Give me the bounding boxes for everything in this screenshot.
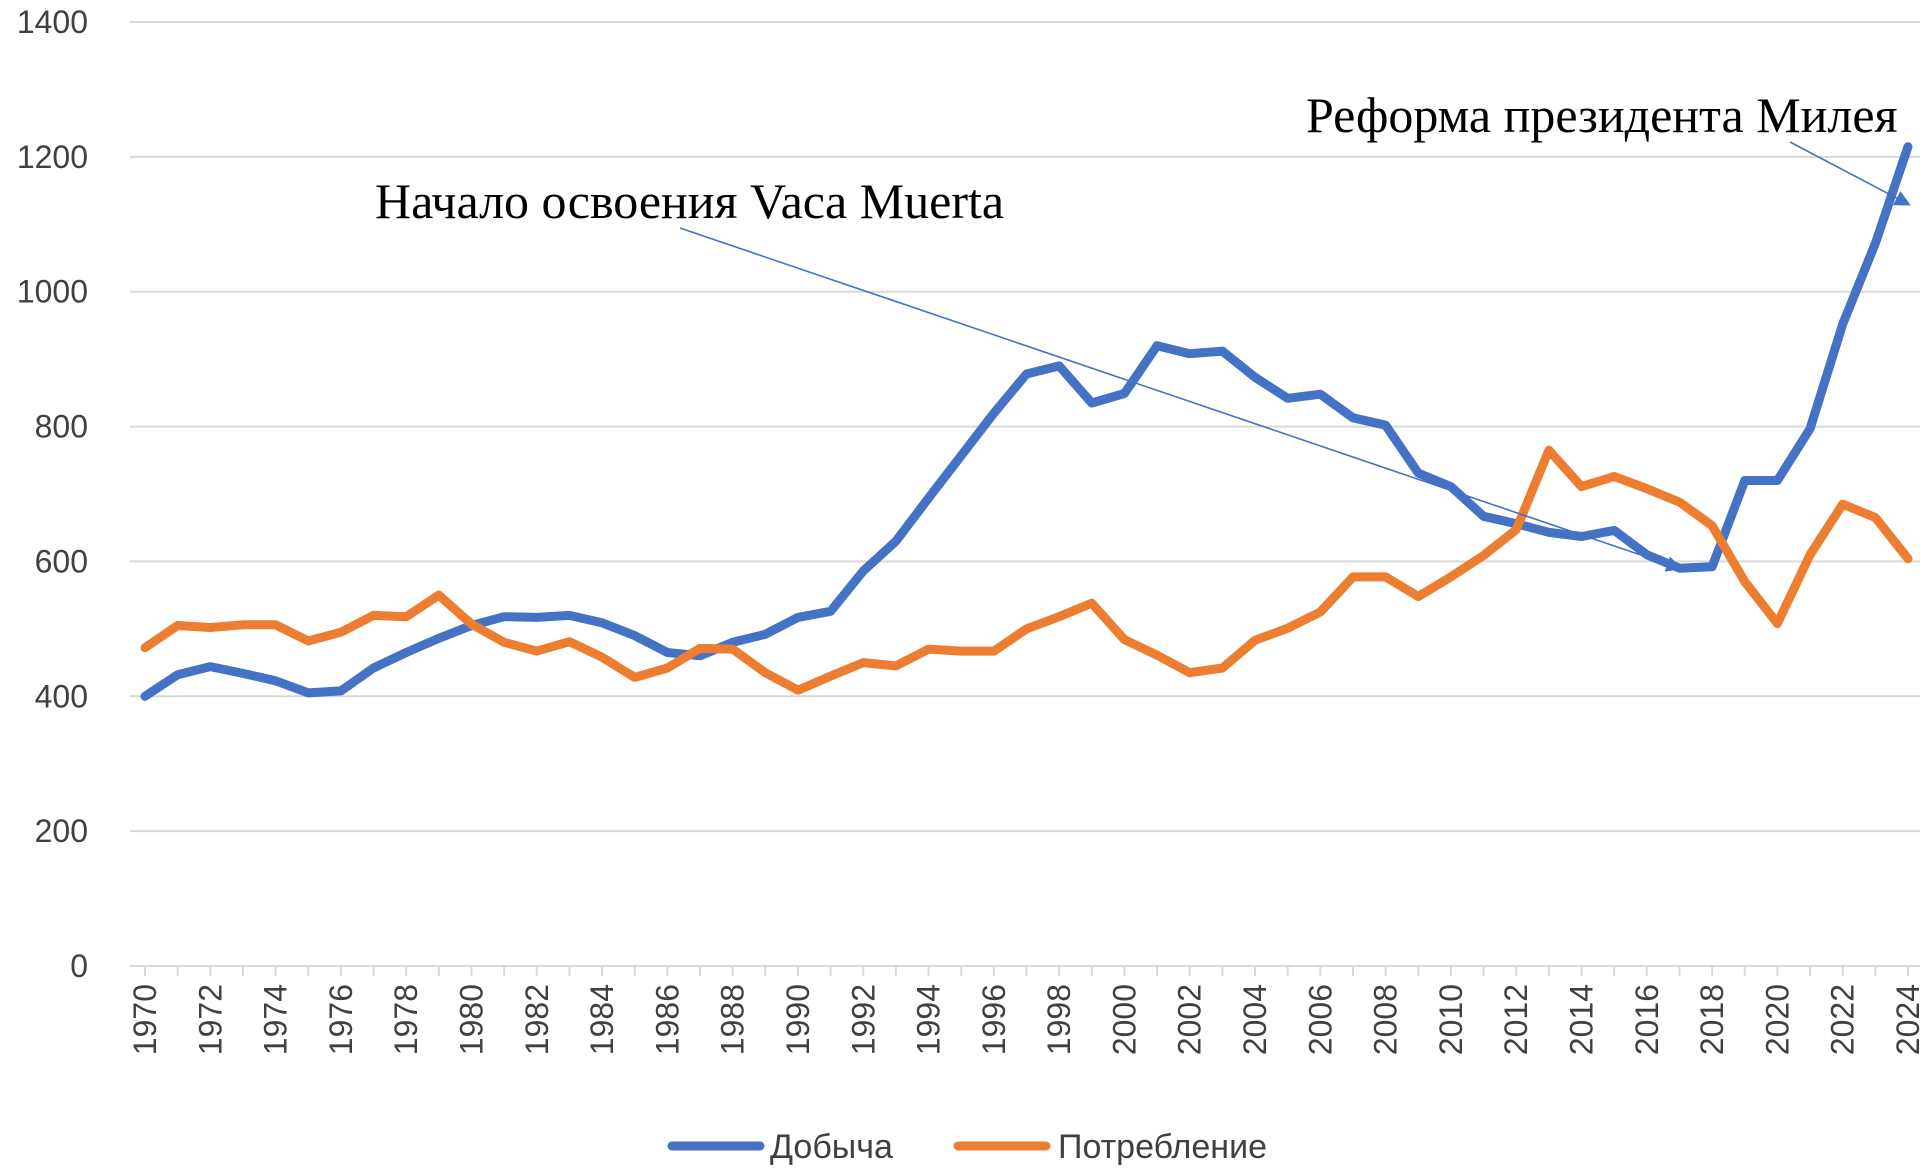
x-tick-label: 1990 <box>780 984 816 1055</box>
legend: Добыча Потребление <box>667 1128 1267 1166</box>
x-tick-label: 2014 <box>1564 984 1600 1055</box>
gridlines <box>130 21 1920 976</box>
x-tick-label: 2016 <box>1629 984 1665 1055</box>
x-tick-label: 1972 <box>192 984 228 1055</box>
x-tick-label: 1970 <box>127 984 163 1055</box>
x-tick-label: 1974 <box>258 984 294 1055</box>
x-tick-label: 1986 <box>649 984 685 1055</box>
x-tick-label: 2022 <box>1825 984 1861 1055</box>
y-tick-label: 400 <box>35 678 88 714</box>
x-tick-label: 1996 <box>976 984 1012 1055</box>
annotation-text: Реформа президента Милея <box>1306 87 1898 143</box>
annotations: Начало освоения Vaca Muerta Реформа прези… <box>375 87 1911 572</box>
x-tick-label: 2012 <box>1498 984 1534 1055</box>
y-axis-ticks: 0 200 400 600 800 1000 1200 1400 <box>17 4 88 984</box>
x-tick-label: 1980 <box>453 984 489 1055</box>
x-tick-label: 1998 <box>1041 984 1077 1055</box>
x-tick-label: 2008 <box>1368 984 1404 1055</box>
y-tick-label: 600 <box>35 543 88 579</box>
x-tick-label: 1978 <box>388 984 424 1055</box>
x-tick-label: 2024 <box>1890 984 1925 1055</box>
x-tick-label: 2002 <box>1172 984 1208 1055</box>
y-tick-label: 800 <box>35 409 88 445</box>
legend-label: Потребление <box>1058 1128 1267 1166</box>
x-tick-label: 2000 <box>1106 984 1142 1055</box>
y-tick-label: 200 <box>35 813 88 849</box>
series-line-consumption <box>140 445 1913 695</box>
x-tick-label: 1988 <box>715 984 751 1055</box>
y-tick-label: 0 <box>70 948 88 984</box>
x-axis-ticks: 1970 1972 1974 1976 1978 1980 1982 1984 1986 1988… <box>127 984 1925 1055</box>
annotation-arrow <box>679 227 1683 572</box>
annotation-arrow <box>1789 141 1911 206</box>
annotation-text: Начало освоения Vaca Muerta <box>375 173 1004 229</box>
series-line-production <box>140 142 1913 701</box>
x-tick-label: 2010 <box>1433 984 1469 1055</box>
series-lines <box>140 142 1913 701</box>
x-tick-label: 1976 <box>323 984 359 1055</box>
x-tick-label: 1994 <box>911 984 947 1055</box>
y-tick-label: 1200 <box>17 139 88 175</box>
y-tick-label: 1000 <box>17 274 88 310</box>
x-tick-label: 1984 <box>584 984 620 1055</box>
x-tick-label: 1992 <box>845 984 881 1055</box>
x-tick-label: 2004 <box>1237 984 1273 1055</box>
legend-label: Добыча <box>770 1128 893 1166</box>
y-tick-label: 1400 <box>17 4 88 40</box>
x-tick-label: 2020 <box>1759 984 1795 1055</box>
x-tick-label: 2018 <box>1694 984 1730 1055</box>
x-tick-label: 2006 <box>1302 984 1338 1055</box>
x-tick-label: 1982 <box>519 984 555 1055</box>
